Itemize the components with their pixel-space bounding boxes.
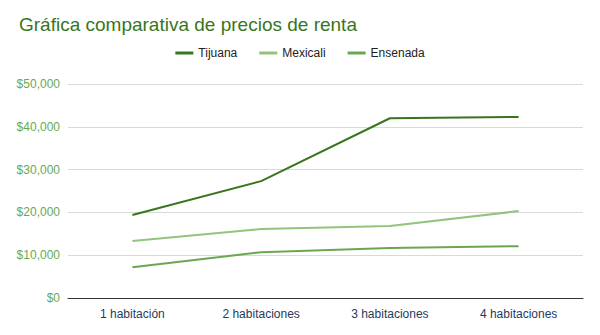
svg-text:$40,000: $40,000 <box>17 120 61 134</box>
svg-text:$10,000: $10,000 <box>17 248 61 262</box>
svg-text:$50,000: $50,000 <box>17 77 61 91</box>
svg-text:4 habitaciones: 4 habitaciones <box>480 307 557 321</box>
svg-text:1 habitación: 1 habitación <box>100 307 165 321</box>
svg-text:Tijuana: Tijuana <box>198 46 237 60</box>
svg-text:$0: $0 <box>47 291 61 305</box>
svg-text:$20,000: $20,000 <box>17 205 61 219</box>
svg-text:Gráfica comparativa de precios: Gráfica comparativa de precios de renta <box>19 14 357 35</box>
svg-text:Mexicali: Mexicali <box>282 46 325 60</box>
svg-text:Ensenada: Ensenada <box>371 46 425 60</box>
svg-text:$30,000: $30,000 <box>17 163 61 177</box>
svg-text:3 habitaciones: 3 habitaciones <box>351 307 428 321</box>
svg-text:2 habitaciones: 2 habitaciones <box>222 307 299 321</box>
